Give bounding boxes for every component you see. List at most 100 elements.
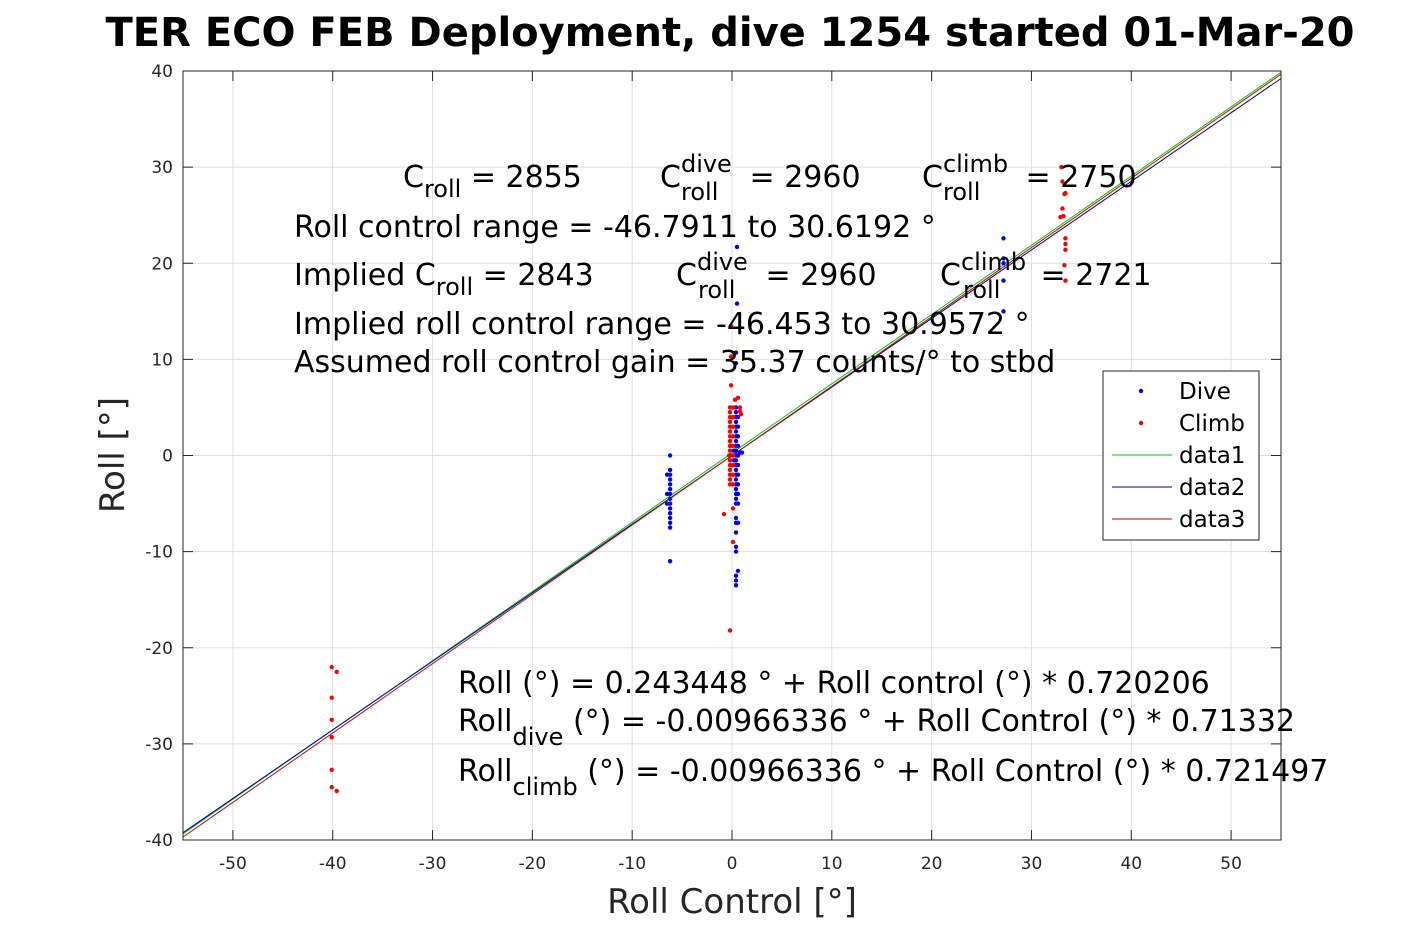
- point-dive: [735, 491, 741, 497]
- legend-label-dive: Dive: [1179, 379, 1231, 405]
- point-climb: [727, 429, 733, 434]
- fit-dive-equation: Rolldive (°) = -0.00966336 ° + Roll Cont…: [458, 704, 1295, 751]
- point-climb: [728, 383, 734, 388]
- point-dive: [733, 438, 739, 444]
- roll-control-range: Roll control range = -46.7911 to 30.6192…: [294, 210, 936, 245]
- x-tick-label: -50: [219, 854, 247, 874]
- implied-c-roll-climb-sub: roll: [963, 276, 1000, 304]
- point-climb: [730, 443, 736, 449]
- point-dive: [667, 486, 673, 492]
- legend-label-data3: data3: [1179, 507, 1245, 533]
- point-dive: [735, 443, 741, 449]
- point-dive: [735, 462, 741, 468]
- y-tick-label: 30: [151, 158, 173, 178]
- point-climb: [334, 788, 339, 794]
- implied-c-roll-dive-sub: roll: [698, 276, 735, 304]
- implied-c-roll-dive-annotation: Cdive roll = 2960: [676, 248, 877, 304]
- point-climb: [329, 695, 334, 700]
- point-dive: [733, 361, 739, 366]
- point-dive: [1001, 278, 1006, 283]
- fit-dive-base: Roll: [458, 704, 513, 739]
- point-climb: [329, 767, 334, 772]
- implied-c-roll-dive-base: C: [676, 258, 697, 293]
- point-dive: [733, 549, 739, 554]
- implied-c-roll-climb-sup: climb: [961, 248, 1026, 276]
- point-climb: [730, 506, 736, 511]
- point-climb: [728, 323, 734, 328]
- point-dive: [733, 515, 739, 521]
- point-dive: [733, 477, 739, 482]
- c-roll-sub: roll: [424, 175, 461, 203]
- c-roll-dive-sup: dive: [681, 150, 732, 178]
- point-climb: [727, 419, 733, 425]
- point-dive: [734, 301, 740, 306]
- x-tick-label: 0: [727, 854, 738, 874]
- point-dive: [1001, 236, 1006, 241]
- point-climb: [1063, 236, 1068, 241]
- point-climb: [727, 438, 733, 444]
- point-climb: [329, 734, 334, 740]
- x-tick-label: 10: [821, 854, 843, 874]
- point-climb: [1060, 206, 1065, 211]
- fit-climb-base: Roll: [458, 754, 513, 789]
- point-climb: [1062, 263, 1067, 268]
- point-climb: [1063, 278, 1068, 283]
- point-dive: [664, 491, 670, 497]
- point-climb: [730, 539, 736, 545]
- c-roll-climb-sub: roll: [943, 178, 980, 206]
- point-dive: [731, 448, 737, 453]
- y-tick-label: 20: [151, 254, 173, 274]
- y-tick-label: -40: [145, 831, 173, 851]
- x-tick-label: -30: [419, 854, 447, 874]
- fit-equation: Roll (°) = 0.243448 ° + Roll control (°)…: [458, 666, 1210, 701]
- x-tick-label: 40: [1120, 854, 1142, 874]
- x-tick-label: 30: [1021, 854, 1043, 874]
- c-roll-dive-value: = 2960: [740, 160, 861, 195]
- implied-c-roll-dive-value: = 2960: [756, 258, 877, 293]
- point-dive: [664, 472, 670, 477]
- point-dive: [667, 525, 673, 530]
- point-dive: [733, 573, 739, 578]
- y-tick-label: -20: [145, 639, 173, 659]
- implied-c-roll-climb-annotation: Cclimb roll = 2721: [940, 248, 1152, 304]
- y-axis-label: Roll [°]: [93, 397, 133, 513]
- point-climb: [1063, 247, 1068, 252]
- implied-c-roll-sub: roll: [436, 273, 473, 301]
- point-dive: [664, 501, 670, 506]
- point-climb: [730, 414, 736, 420]
- point-climb: [721, 511, 727, 517]
- point-dive: [735, 472, 741, 477]
- point-climb: [329, 784, 334, 790]
- implied-roll-control-range: Implied roll control range = -46.453 to …: [294, 307, 1030, 342]
- point-climb: [727, 628, 733, 633]
- implied-c-roll-climb-value: = 2721: [1031, 258, 1152, 293]
- x-tick-label: 20: [921, 854, 943, 874]
- implied-c-roll-value: = 2843: [473, 258, 594, 293]
- point-dive: [733, 496, 739, 501]
- x-tick-label: -10: [618, 854, 646, 874]
- point-dive: [1001, 261, 1006, 266]
- point-climb: [730, 434, 736, 439]
- chart-title: TER ECO FEB Deployment, dive 1254 starte…: [105, 10, 1354, 56]
- point-dive: [733, 578, 739, 583]
- point-climb: [329, 717, 334, 722]
- point-dive: [739, 450, 745, 455]
- point-climb: [1060, 179, 1065, 184]
- point-dive: [667, 453, 673, 458]
- y-tick-label: -30: [145, 735, 173, 755]
- c-roll-dive-sub: roll: [681, 178, 718, 206]
- legend-label-climb: Climb: [1179, 411, 1245, 437]
- point-dive: [733, 410, 739, 415]
- fit-dive-sub: dive: [513, 723, 564, 751]
- point-climb: [738, 412, 744, 417]
- point-climb: [737, 405, 743, 410]
- point-climb: [730, 405, 736, 410]
- point-dive: [733, 544, 739, 549]
- x-tick-label: -20: [518, 854, 546, 874]
- c-roll-dive-base: C: [660, 160, 681, 195]
- point-dive: [667, 467, 673, 473]
- point-climb: [727, 477, 733, 482]
- y-tick-label: -10: [145, 543, 173, 563]
- point-climb: [727, 467, 733, 473]
- legend-label-data2: data2: [1179, 475, 1245, 501]
